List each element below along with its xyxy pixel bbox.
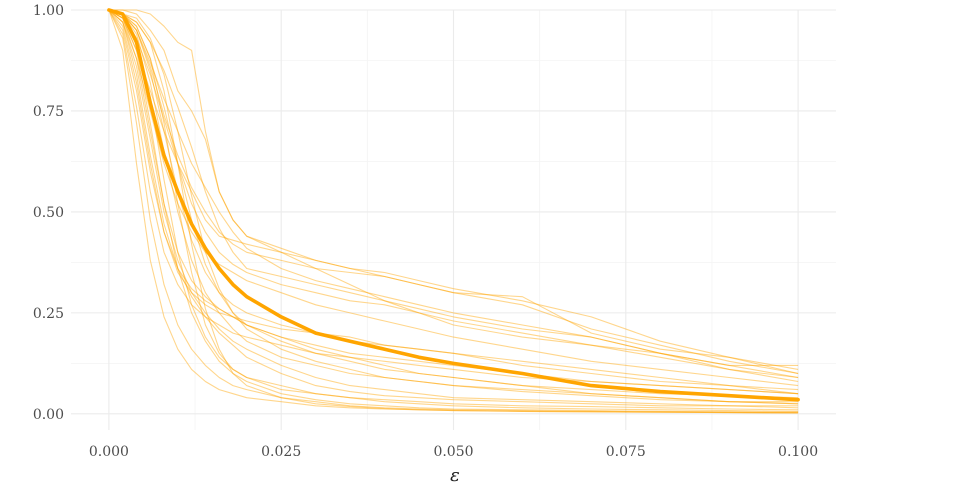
y-axis-tick-labels: 0.00 0.25 0.50 0.75 1.00 [33, 3, 64, 423]
series-line-3 [108, 9, 799, 375]
x-tick-label: 0.050 [433, 444, 473, 460]
series-lines [108, 9, 799, 414]
series-line-10 [108, 9, 799, 395]
series-line-2 [108, 9, 799, 366]
series-line-15 [108, 9, 799, 413]
series-line-8 [108, 9, 799, 391]
x-axis-tick-labels: 0.000 0.025 0.050 0.075 0.100 [89, 444, 818, 460]
x-tick-label: 0.025 [261, 444, 301, 460]
series-line-11 [108, 9, 799, 405]
series-line-5 [108, 9, 799, 383]
series-line-21 [108, 9, 799, 379]
y-tick-label: 1.00 [33, 3, 64, 19]
series-line-17 [108, 9, 799, 414]
mean-series-line [107, 8, 800, 402]
y-tick-label: 0.00 [33, 407, 64, 423]
series-line-23 [108, 9, 799, 405]
series-line-22 [108, 9, 799, 409]
series-line-1 [108, 9, 799, 370]
x-tick-label: 0.075 [606, 444, 646, 460]
y-tick-label: 0.75 [33, 104, 64, 120]
series-line-18 [108, 9, 799, 414]
major-gridlines [71, 9, 836, 430]
mean-line-group [107, 8, 800, 402]
y-tick-label: 0.25 [33, 306, 64, 322]
series-line-12 [108, 9, 799, 403]
series-line-19 [108, 9, 799, 412]
series-line-16 [108, 9, 799, 414]
series-line-20 [108, 9, 799, 399]
x-tick-label: 0.000 [89, 444, 129, 460]
series-line-7 [108, 9, 799, 387]
x-tick-label: 0.100 [778, 444, 818, 460]
series-line-4 [108, 9, 799, 375]
y-tick-label: 0.50 [33, 205, 64, 221]
series-line-6 [108, 9, 799, 379]
series-line-9 [108, 9, 799, 395]
series-line-14 [108, 9, 799, 411]
x-axis-title: ε [450, 465, 460, 486]
series-line-13 [108, 9, 799, 407]
